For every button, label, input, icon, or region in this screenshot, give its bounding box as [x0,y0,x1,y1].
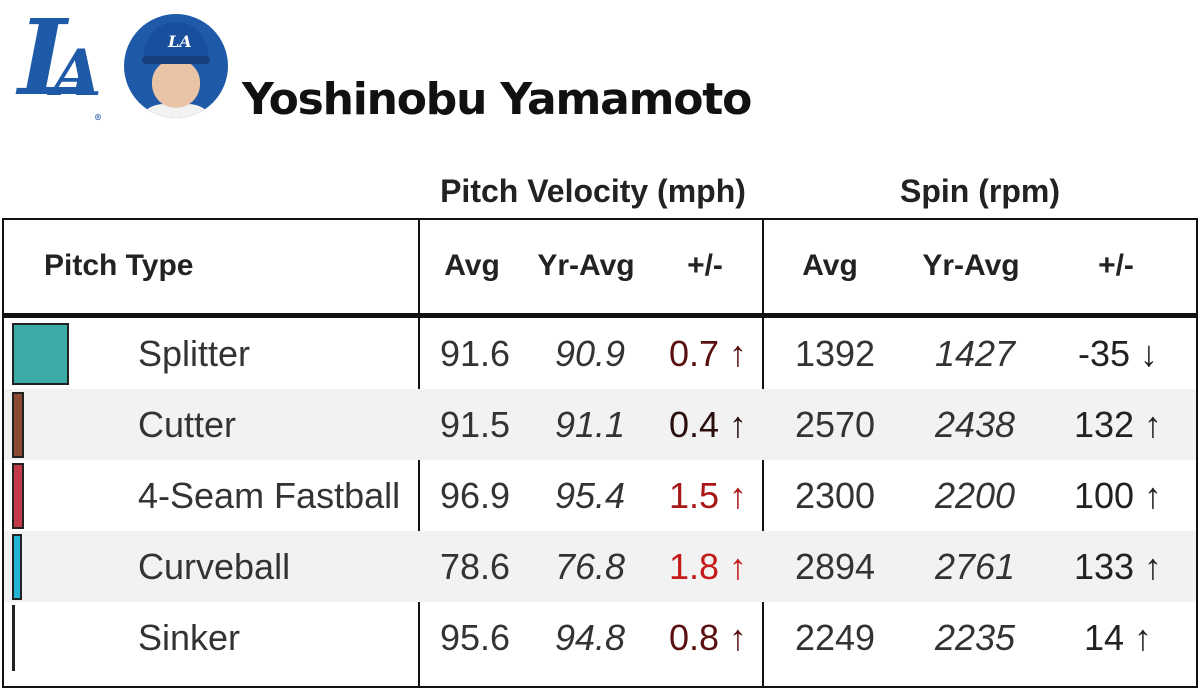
col-velo-yr-avg: Yr-Avg [537,249,635,282]
col-spin-yr-avg: Yr-Avg [922,249,1020,282]
pitch-type-cell: Splitter [138,333,251,374]
velo-avg-cell: 96.9 [439,475,511,516]
spin-delta-cell: 133 ↑ [1073,546,1163,587]
velo-avg-cell: 78.6 [439,546,511,587]
pitch-usage-swatch [12,463,24,529]
velo-yr-avg-cell: 90.9 [554,333,626,374]
pitch-type-cell: Cutter [138,404,237,445]
velo-yr-avg-cell: 91.1 [554,404,626,445]
col-velo-avg: Avg [444,249,500,282]
col-pitch-type: Pitch Type [44,249,194,282]
player-avatar: LA [124,14,228,118]
pitch-usage-swatch [12,534,22,600]
spin-delta-cell: 100 ↑ [1073,475,1163,516]
spin-delta-cell: -35 ↓ [1077,333,1159,374]
velo-avg-cell: 91.5 [439,404,511,445]
spin-delta-cell: 132 ↑ [1073,404,1163,445]
velo-yr-avg-cell: 95.4 [554,475,626,516]
cap-logo-icon: LA [168,32,192,51]
table-row: Splitter 91.6 90.9 0.7 ↑ 1392 1427 -35 ↓ [4,318,1196,389]
spin-avg-cell: 2300 [794,475,876,516]
col-spin-avg: Avg [802,249,858,282]
velo-yr-avg-cell: 94.8 [554,617,626,658]
col-velo-delta: +/- [687,249,723,282]
velo-avg-cell: 95.6 [439,617,511,658]
pitch-type-cell: Curveball [138,546,291,587]
col-spin-delta: +/- [1098,249,1134,282]
velo-delta-cell: 1.8 ↑ [668,546,748,587]
header: L A ® LA Yoshinobu Yamamoto [0,0,1200,150]
pitch-usage-swatch [12,392,24,458]
spin-yr-avg-cell: 2235 [934,617,1016,658]
velo-delta-cell: 0.8 ↑ [668,617,748,658]
header-rule [2,313,1198,318]
spin-yr-avg-cell: 2761 [934,546,1016,587]
table-row: 4-Seam Fastball 96.9 95.4 1.5 ↑ 2300 2200 100 … [4,460,1196,531]
player-name: Yoshinobu Yamamoto [242,74,752,125]
spin-group-label: Spin (rpm) [900,173,1060,209]
spin-delta-cell: 14 ↑ [1083,617,1153,658]
spin-avg-cell: 2894 [794,546,876,587]
velo-delta-cell: 1.5 ↑ [668,475,748,516]
pitch-type-cell: 4-Seam Fastball [138,475,401,516]
spin-avg-cell: 2249 [794,617,876,658]
table-row: Sinker 95.6 94.8 0.8 ↑ 2249 2235 14 ↑ [4,602,1196,673]
velo-yr-avg-cell: 76.8 [554,546,626,587]
velocity-group-label: Pitch Velocity (mph) [440,173,746,209]
velo-delta-cell: 0.4 ↑ [668,404,748,445]
velo-delta-cell: 0.7 ↑ [668,333,748,374]
spin-yr-avg-cell: 1427 [934,333,1016,374]
spin-avg-cell: 2570 [794,404,876,445]
table-row: Cutter 91.5 91.1 0.4 ↑ 2570 2438 132 ↑ [4,389,1196,460]
spin-avg-cell: 1392 [794,333,876,374]
pitch-usage-swatch [12,323,69,385]
velo-avg-cell: 91.6 [439,333,511,374]
pitch-usage-swatch [12,605,15,671]
spin-yr-avg-cell: 2438 [934,404,1016,445]
spin-yr-avg-cell: 2200 [934,475,1016,516]
table-row: Curveball 78.6 76.8 1.8 ↑ 2894 2761 133 ↑ [4,531,1196,602]
la-dodgers-logo-icon: L A ® [18,0,102,123]
pitch-type-cell: Sinker [138,617,241,658]
